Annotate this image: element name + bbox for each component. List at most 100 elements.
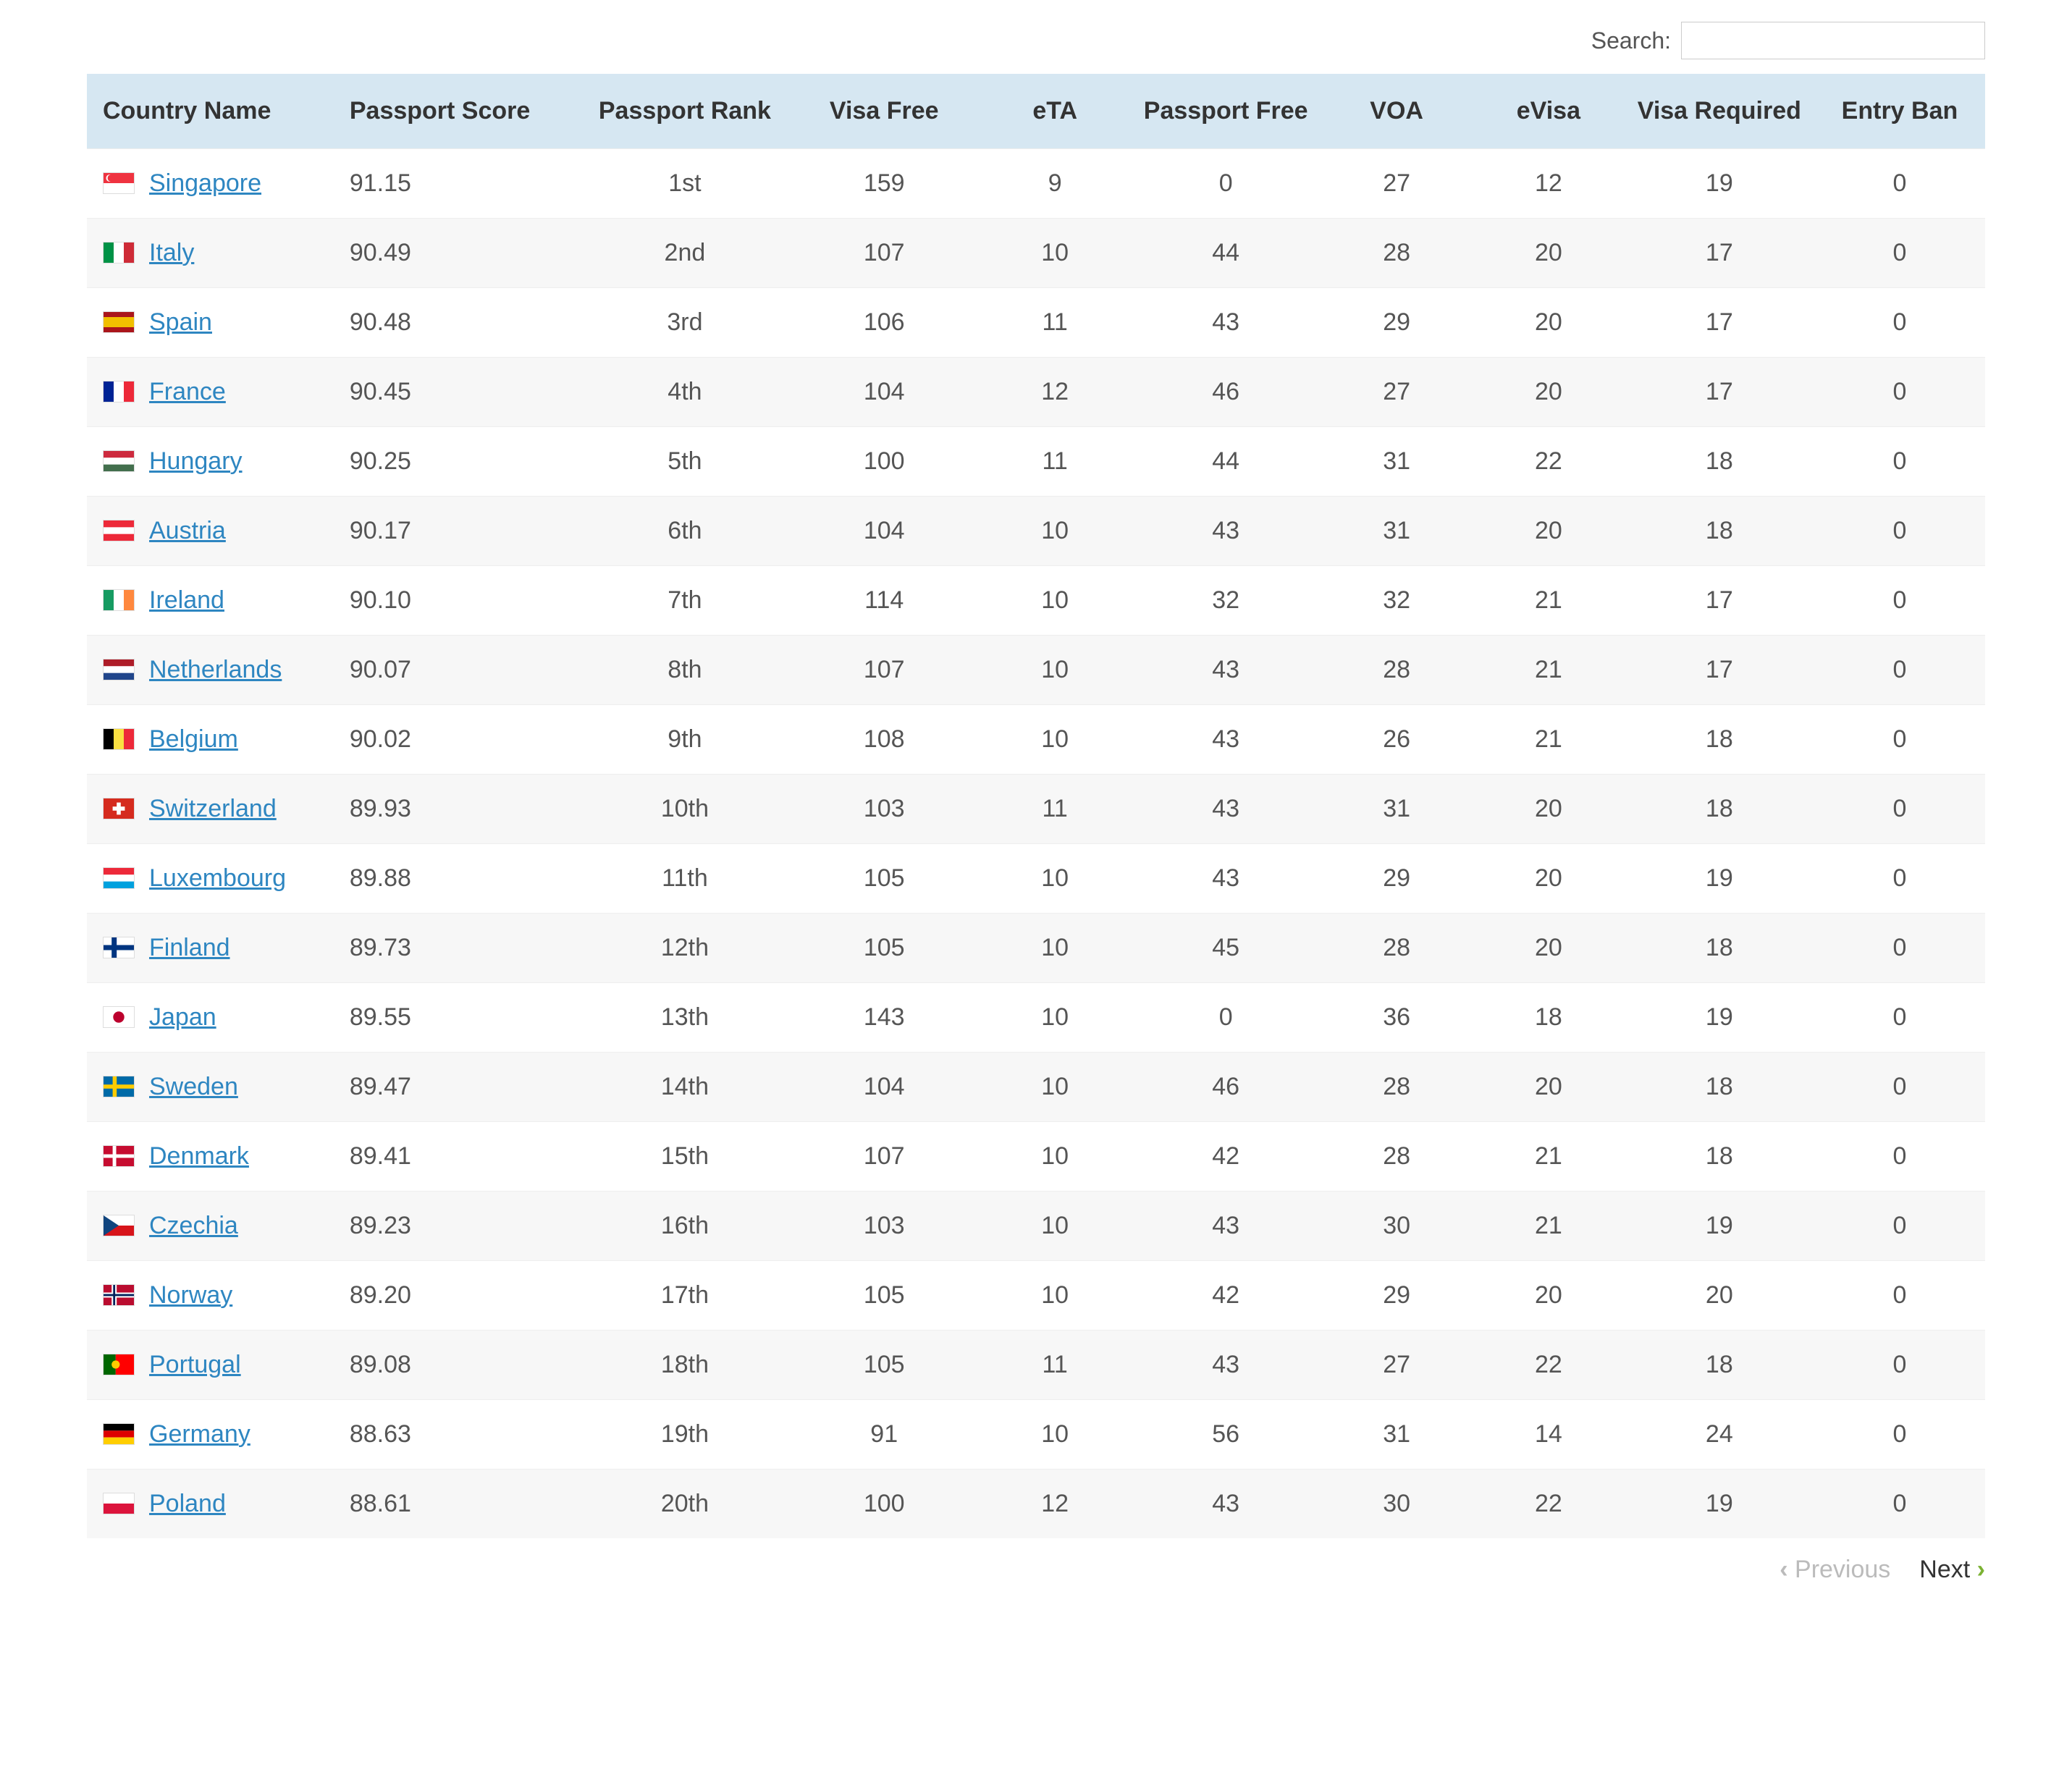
country-link[interactable]: Singapore bbox=[149, 169, 261, 198]
flag-icon bbox=[103, 242, 135, 263]
cell-voa: 29 bbox=[1321, 1260, 1473, 1330]
cell-passport_score: 89.20 bbox=[334, 1260, 581, 1330]
cell-eta: 10 bbox=[979, 913, 1131, 982]
next-label: Next bbox=[1919, 1556, 1970, 1583]
flag-icon bbox=[103, 1493, 135, 1514]
cell-voa: 32 bbox=[1321, 565, 1473, 635]
search-input[interactable] bbox=[1681, 22, 1985, 59]
cell-evisa: 21 bbox=[1473, 565, 1625, 635]
flag-icon bbox=[103, 1284, 135, 1306]
column-header-entry_ban[interactable]: Entry Ban bbox=[1814, 74, 1985, 148]
cell-visa_required: 18 bbox=[1625, 913, 1814, 982]
country-link[interactable]: Luxembourg bbox=[149, 864, 286, 893]
column-header-evisa[interactable]: eVisa bbox=[1473, 74, 1625, 148]
column-header-eta[interactable]: eTA bbox=[979, 74, 1131, 148]
cell-country: France bbox=[87, 357, 334, 426]
flag-icon bbox=[103, 1215, 135, 1236]
table-row: Spain90.483rd10611432920170 bbox=[87, 287, 1985, 357]
cell-evisa: 20 bbox=[1473, 913, 1625, 982]
cell-visa_free: 100 bbox=[789, 426, 979, 496]
country-link[interactable]: Switzerland bbox=[149, 795, 277, 823]
previous-button[interactable]: ‹ Previous bbox=[1780, 1556, 1890, 1584]
column-header-passport_score[interactable]: Passport Score bbox=[334, 74, 581, 148]
cell-passport_rank: 14th bbox=[581, 1052, 789, 1121]
country-link[interactable]: Spain bbox=[149, 308, 212, 337]
column-header-voa[interactable]: VOA bbox=[1321, 74, 1473, 148]
cell-passport_free: 32 bbox=[1131, 565, 1321, 635]
column-header-visa_free[interactable]: Visa Free bbox=[789, 74, 979, 148]
country-link[interactable]: Denmark bbox=[149, 1142, 249, 1171]
flag-icon bbox=[103, 520, 135, 541]
cell-visa_free: 108 bbox=[789, 704, 979, 774]
cell-visa_free: 159 bbox=[789, 148, 979, 218]
country-link[interactable]: Norway bbox=[149, 1281, 232, 1310]
column-header-country[interactable]: Country Name bbox=[87, 74, 334, 148]
cell-country: Belgium bbox=[87, 704, 334, 774]
cell-entry_ban: 0 bbox=[1814, 982, 1985, 1052]
country-link[interactable]: Finland bbox=[149, 934, 230, 962]
country-link[interactable]: Japan bbox=[149, 1003, 216, 1032]
cell-passport_rank: 13th bbox=[581, 982, 789, 1052]
table-row: Norway89.2017th10510422920200 bbox=[87, 1260, 1985, 1330]
country-link[interactable]: Czechia bbox=[149, 1212, 238, 1240]
column-header-visa_required[interactable]: Visa Required bbox=[1625, 74, 1814, 148]
cell-passport_rank: 15th bbox=[581, 1121, 789, 1191]
country-link[interactable]: Germany bbox=[149, 1420, 250, 1449]
cell-visa_required: 19 bbox=[1625, 148, 1814, 218]
cell-evisa: 22 bbox=[1473, 1330, 1625, 1399]
table-row: France90.454th10412462720170 bbox=[87, 357, 1985, 426]
country-link[interactable]: Hungary bbox=[149, 447, 243, 476]
flag-icon bbox=[103, 728, 135, 750]
country-link[interactable]: Sweden bbox=[149, 1073, 238, 1101]
cell-passport_free: 44 bbox=[1131, 426, 1321, 496]
cell-passport_free: 46 bbox=[1131, 1052, 1321, 1121]
country-link[interactable]: Ireland bbox=[149, 586, 224, 615]
country-link[interactable]: Netherlands bbox=[149, 656, 282, 684]
country-link[interactable]: Portugal bbox=[149, 1351, 241, 1379]
column-header-passport_free[interactable]: Passport Free bbox=[1131, 74, 1321, 148]
cell-passport_score: 89.23 bbox=[334, 1191, 581, 1260]
pager: ‹ Previous Next › bbox=[87, 1556, 1985, 1584]
cell-visa_required: 17 bbox=[1625, 218, 1814, 287]
cell-voa: 26 bbox=[1321, 704, 1473, 774]
country-link[interactable]: France bbox=[149, 378, 226, 406]
cell-passport_score: 90.07 bbox=[334, 635, 581, 704]
table-row: Belgium90.029th10810432621180 bbox=[87, 704, 1985, 774]
flag-icon bbox=[103, 311, 135, 333]
cell-passport_rank: 18th bbox=[581, 1330, 789, 1399]
cell-visa_free: 104 bbox=[789, 496, 979, 565]
cell-eta: 11 bbox=[979, 774, 1131, 843]
cell-visa_free: 107 bbox=[789, 1121, 979, 1191]
cell-visa_free: 103 bbox=[789, 1191, 979, 1260]
cell-visa_free: 105 bbox=[789, 1330, 979, 1399]
cell-eta: 10 bbox=[979, 982, 1131, 1052]
next-button[interactable]: Next › bbox=[1919, 1556, 1985, 1584]
flag-icon bbox=[103, 1076, 135, 1097]
cell-eta: 9 bbox=[979, 148, 1131, 218]
column-header-passport_rank[interactable]: Passport Rank bbox=[581, 74, 789, 148]
cell-passport_score: 90.45 bbox=[334, 357, 581, 426]
cell-passport_rank: 11th bbox=[581, 843, 789, 913]
cell-passport_free: 46 bbox=[1131, 357, 1321, 426]
cell-evisa: 20 bbox=[1473, 287, 1625, 357]
country-link[interactable]: Poland bbox=[149, 1490, 226, 1518]
cell-country: Hungary bbox=[87, 426, 334, 496]
cell-country: Switzerland bbox=[87, 774, 334, 843]
country-link[interactable]: Austria bbox=[149, 517, 226, 545]
cell-voa: 28 bbox=[1321, 1052, 1473, 1121]
cell-visa_free: 107 bbox=[789, 218, 979, 287]
cell-voa: 27 bbox=[1321, 1330, 1473, 1399]
cell-evisa: 18 bbox=[1473, 982, 1625, 1052]
flag-icon bbox=[103, 1006, 135, 1028]
country-link[interactable]: Italy bbox=[149, 239, 194, 267]
flag-icon bbox=[103, 172, 135, 194]
cell-passport_score: 88.63 bbox=[334, 1399, 581, 1469]
table-row: Luxembourg89.8811th10510432920190 bbox=[87, 843, 1985, 913]
cell-eta: 12 bbox=[979, 357, 1131, 426]
country-link[interactable]: Belgium bbox=[149, 725, 238, 754]
cell-voa: 31 bbox=[1321, 774, 1473, 843]
cell-passport_score: 89.88 bbox=[334, 843, 581, 913]
cell-evisa: 20 bbox=[1473, 1052, 1625, 1121]
cell-voa: 36 bbox=[1321, 982, 1473, 1052]
cell-passport_rank: 5th bbox=[581, 426, 789, 496]
